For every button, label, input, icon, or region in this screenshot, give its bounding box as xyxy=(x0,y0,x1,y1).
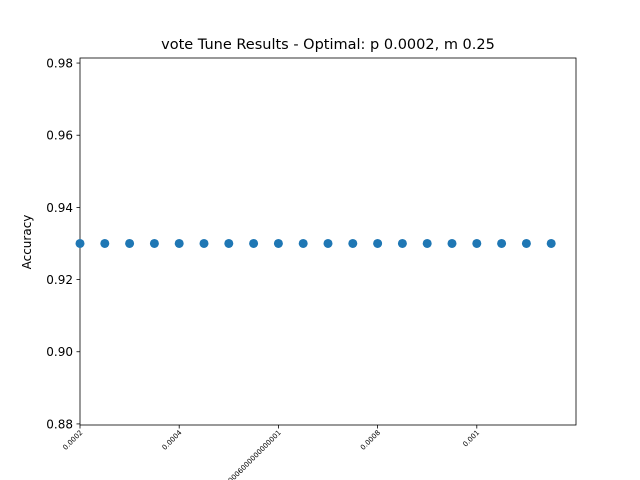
point xyxy=(397,238,407,248)
y-tick-label: 0.88 xyxy=(46,417,73,431)
chart-title: vote Tune Results - Optimal: p 0.0002, m… xyxy=(161,37,495,53)
point xyxy=(100,238,110,248)
x-tick-label: 0.0006000000000001 xyxy=(222,429,283,480)
y-tick-label: 0.90 xyxy=(46,345,73,359)
y-tick-label: 0.92 xyxy=(46,273,73,287)
y-tick-label: 0.94 xyxy=(46,201,73,215)
x-tick-label: 0.0008 xyxy=(359,429,382,452)
point xyxy=(521,238,531,248)
point xyxy=(497,238,507,248)
point xyxy=(298,238,308,248)
point xyxy=(199,238,209,248)
point xyxy=(422,238,432,248)
point xyxy=(125,238,135,248)
point xyxy=(348,238,358,248)
point xyxy=(174,238,184,248)
y-tick-label: 0.96 xyxy=(46,129,73,143)
point xyxy=(323,238,333,248)
point xyxy=(224,238,234,248)
x-tick-label: 0.0002 xyxy=(61,429,84,452)
point xyxy=(447,238,457,248)
point xyxy=(149,238,159,248)
y-axis-label: Accuracy xyxy=(20,215,34,270)
point xyxy=(249,238,259,248)
point xyxy=(75,238,85,248)
x-tick-label: 0.0004 xyxy=(161,428,184,451)
point xyxy=(546,238,556,248)
x-tick-label: 0.001 xyxy=(461,429,481,449)
point xyxy=(273,238,283,248)
y-tick-label: 0.98 xyxy=(46,57,73,71)
point xyxy=(472,238,482,248)
point xyxy=(373,238,383,248)
